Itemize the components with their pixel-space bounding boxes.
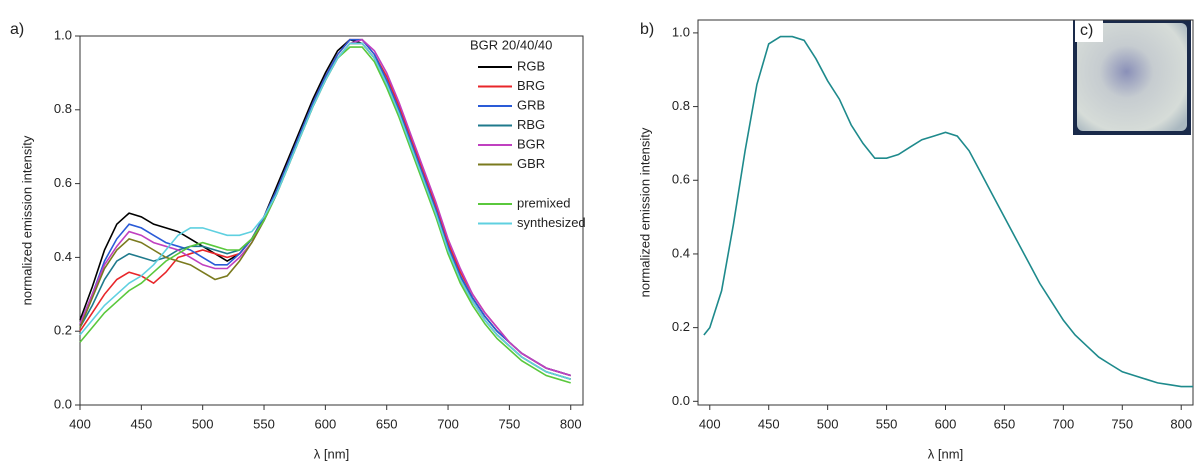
x-tick-label: 700 (1053, 416, 1075, 431)
plot-frame (79, 35, 584, 406)
legend-label: RGB (517, 58, 545, 73)
series-line (79, 38, 571, 377)
legend-label: GBR (517, 156, 545, 171)
x-tick-label: 450 (130, 416, 152, 431)
y-tick-label: 0.2 (672, 319, 690, 334)
legend-label: GRB (517, 97, 545, 112)
x-tick-label: 800 (1170, 416, 1192, 431)
x-tick-label: 400 (699, 416, 721, 431)
y-tick-label: 0.0 (54, 396, 72, 411)
photo (1077, 23, 1187, 131)
y-tick-label: 0.4 (54, 249, 72, 264)
x-tick-label: 550 (253, 416, 275, 431)
y-tick-label: 0.6 (54, 175, 72, 190)
y-tick-label: 0.0 (672, 393, 690, 408)
series-line (79, 42, 571, 380)
legend-label: RBG (517, 117, 545, 132)
x-tick-label: 750 (499, 416, 521, 431)
x-tick-label: 550 (876, 416, 898, 431)
inset-label-bg (1075, 20, 1103, 42)
y-axis-label: normalized emission intensity (19, 135, 34, 305)
series-line (703, 35, 1193, 388)
x-tick-label: 750 (1111, 416, 1133, 431)
y-tick-label: 1.0 (54, 27, 72, 42)
panel-label: a) (10, 21, 24, 38)
y-tick-label: 1.0 (672, 24, 690, 39)
x-tick-label: 800 (560, 416, 582, 431)
x-axis-label: λ [nm] (314, 446, 349, 461)
x-tick-label: 500 (192, 416, 214, 431)
legend-label: BGR (517, 136, 545, 151)
series-line (79, 38, 571, 377)
series-line (79, 42, 571, 380)
legend-label: premixed (517, 195, 570, 210)
series-line (79, 38, 571, 377)
legend-label: synthesized (517, 215, 586, 230)
x-tick-label: 400 (69, 416, 91, 431)
x-axis-label: λ [nm] (928, 446, 963, 461)
y-tick-label: 0.6 (672, 172, 690, 187)
y-tick-label: 0.4 (672, 245, 690, 260)
y-tick-label: 0.8 (54, 101, 72, 116)
x-tick-label: 600 (315, 416, 337, 431)
y-axis-label: normalized emission intensity (637, 127, 652, 297)
panel-label: b) (640, 21, 654, 38)
x-tick-label: 600 (935, 416, 957, 431)
legend-title: BGR 20/40/40 (470, 37, 552, 52)
x-tick-label: 650 (376, 416, 398, 431)
series-line (79, 42, 571, 380)
legend-label: BRG (517, 78, 545, 93)
series-line (79, 46, 571, 384)
y-tick-label: 0.8 (672, 98, 690, 113)
y-tick-label: 0.2 (54, 323, 72, 338)
x-tick-label: 500 (817, 416, 839, 431)
series-line (79, 38, 571, 377)
x-tick-label: 450 (758, 416, 780, 431)
inset-label: c) (1080, 22, 1093, 39)
x-tick-label: 700 (437, 416, 459, 431)
x-tick-label: 650 (994, 416, 1016, 431)
